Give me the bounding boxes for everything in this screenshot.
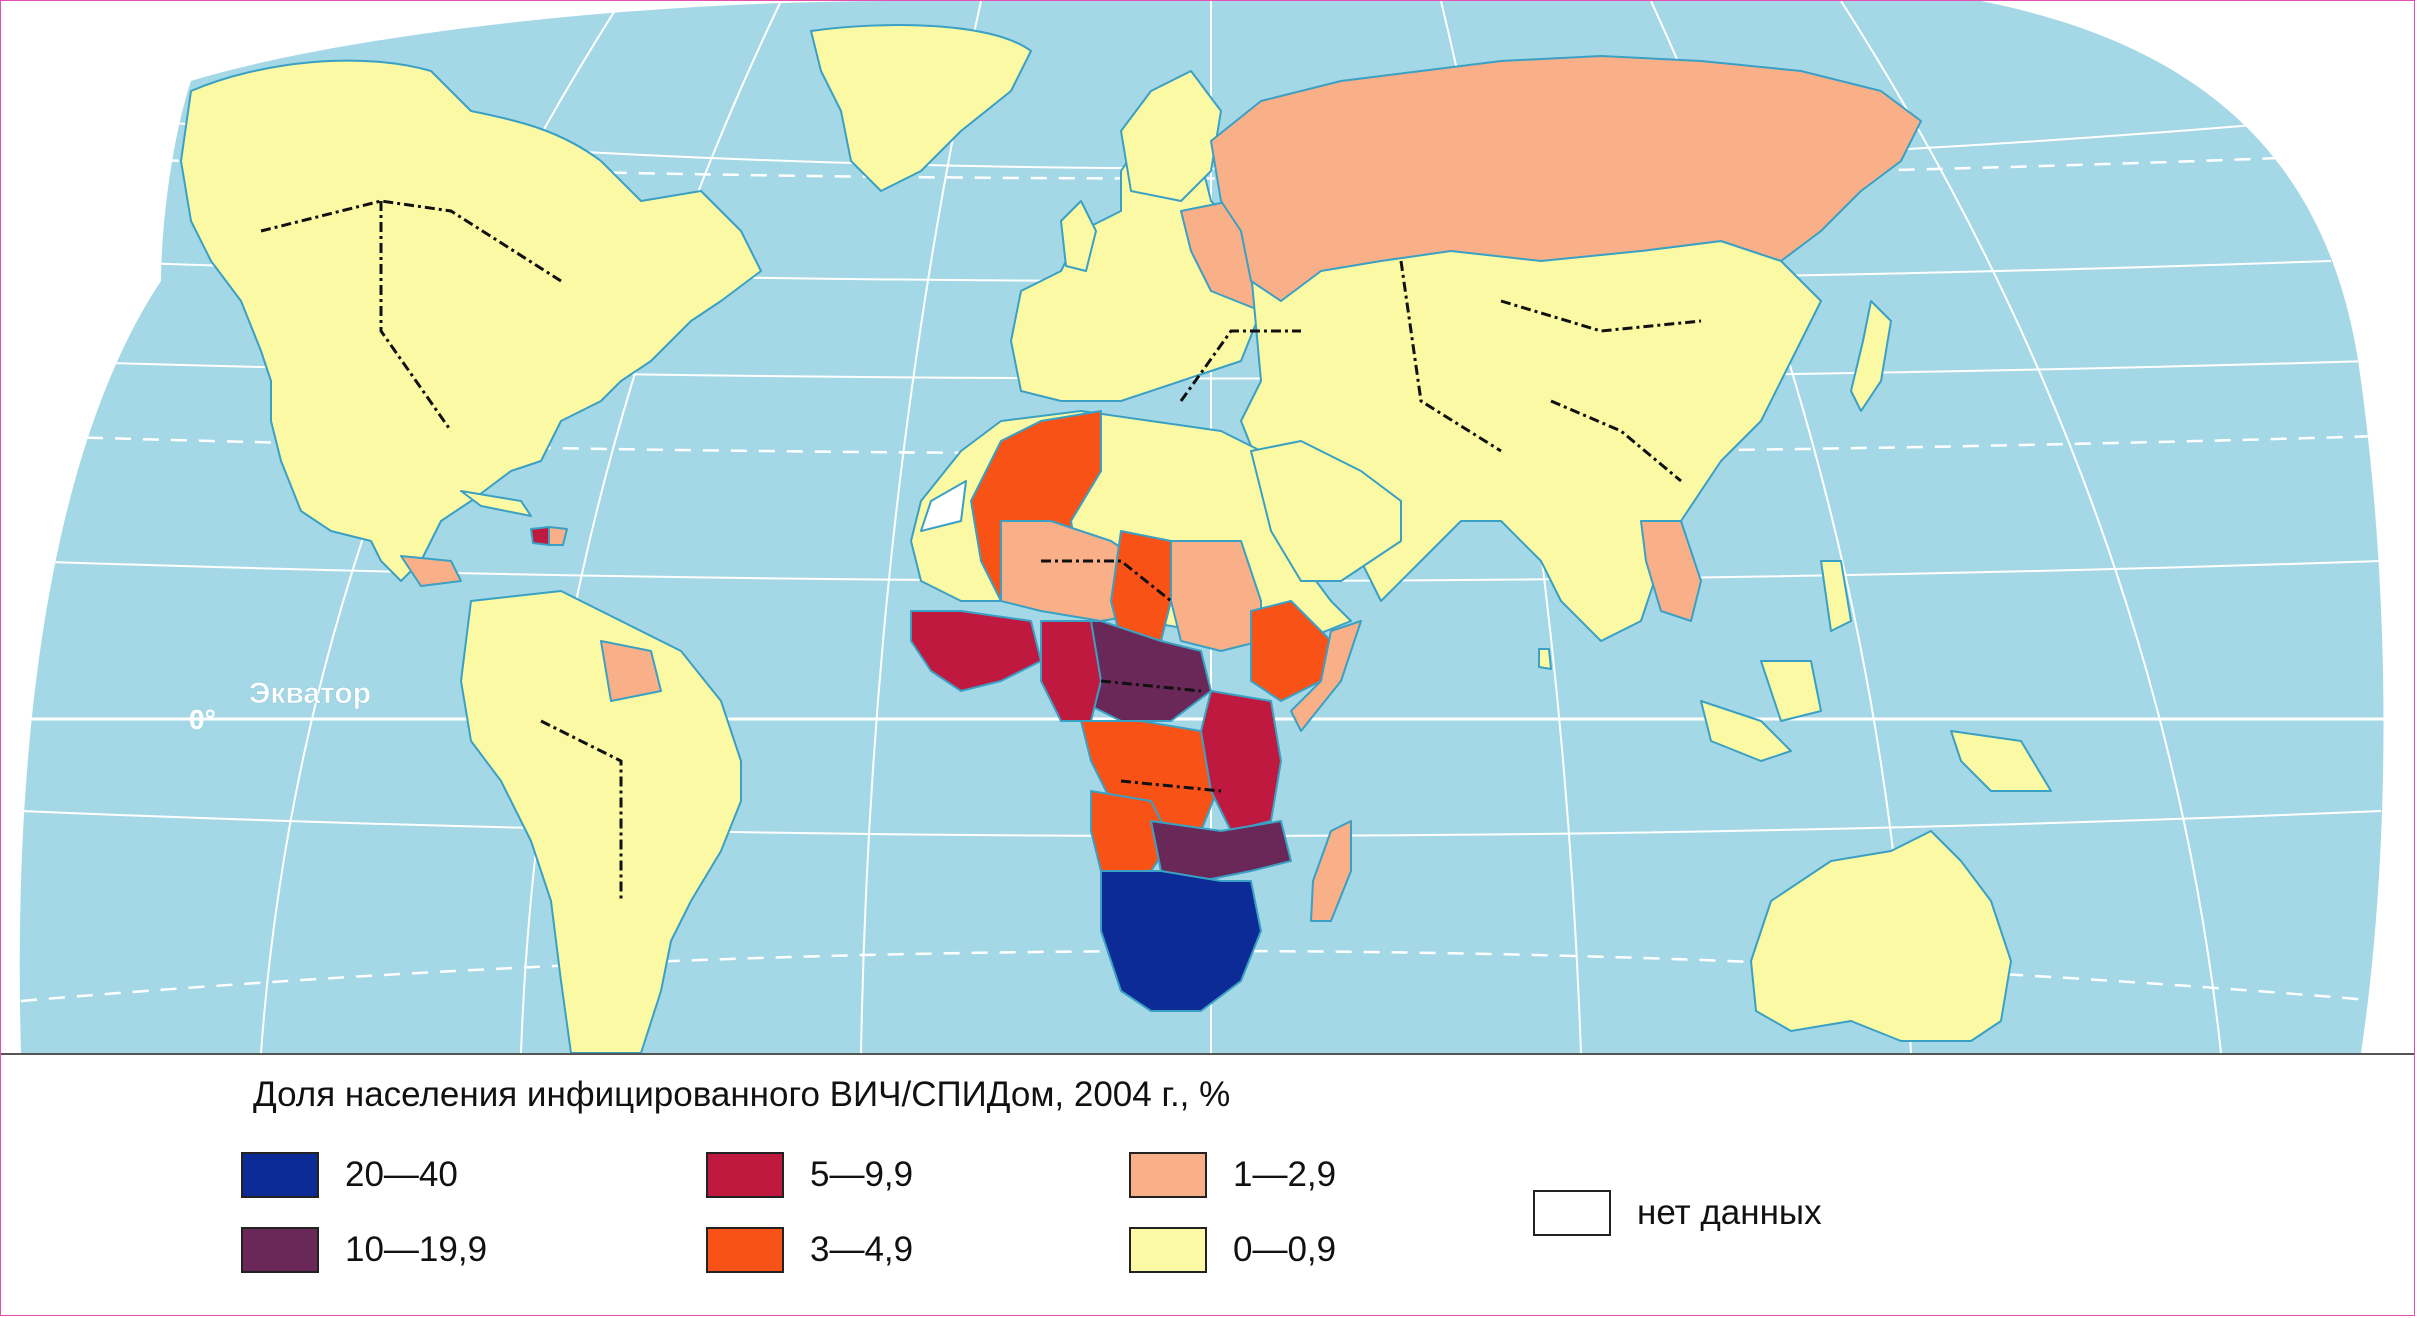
land-australia: [1750, 830, 2012, 1042]
land-philippines: [1820, 560, 1852, 632]
land-arabia: [1250, 440, 1402, 582]
legend-label: нет данных: [1637, 1193, 1822, 1232]
land-cuba: [460, 490, 532, 517]
legend-swatch: [1129, 1227, 1207, 1273]
legend-title: Доля населения инфицированного ВИЧ/СПИДо…: [253, 1075, 1231, 1114]
legend-label: 3—4,9: [810, 1230, 914, 1269]
legend-swatch: [241, 1152, 319, 1198]
legend-swatch: [1533, 1190, 1611, 1236]
land-sudan: [1170, 540, 1262, 652]
land-scandinavia: [1120, 70, 1222, 202]
land-guiana: [600, 640, 662, 702]
land-central-america: [400, 555, 462, 587]
equator-label: Экватор: [249, 677, 371, 710]
world-map: 0° Экватор: [19, 1, 2384, 1053]
meridian-label: 0°: [189, 704, 216, 735]
legend-item-1-2-9: 1—2,9: [1129, 1150, 1336, 1200]
country-boundaries: [260, 199, 1702, 901]
land-greenland: [810, 24, 1032, 192]
land-west-africa: [910, 610, 1042, 692]
legend-swatch: [1129, 1152, 1207, 1198]
land-dominican-republic: [548, 526, 568, 546]
legend-swatch: [241, 1227, 319, 1273]
legend: Доля населения инфицированного ВИЧ/СПИДо…: [1, 1053, 2414, 1315]
legend-label: 20—40: [345, 1155, 458, 1194]
land-south-africa-20-40: [1100, 870, 1262, 1012]
land-new-guinea: [1950, 730, 2052, 792]
land-southeast-asia-highlight: [1640, 520, 1702, 622]
land-chad: [1110, 530, 1172, 642]
land-indonesia: [1700, 700, 1792, 762]
land-somalia: [1290, 620, 1362, 732]
legend-item-20-40: 20—40: [241, 1150, 458, 1200]
legend-label: 0—0,9: [1233, 1230, 1337, 1269]
legend-item-no-data: нет данных: [1533, 1188, 1822, 1238]
legend-item-10-19-9: 10—19,9: [241, 1225, 487, 1275]
land-madagascar: [1310, 820, 1352, 922]
legend-swatch: [706, 1152, 784, 1198]
legend-label: 1—2,9: [1233, 1155, 1337, 1194]
legend-item-0-0-9: 0—0,9: [1129, 1225, 1336, 1275]
land-russia: [1210, 55, 1922, 302]
land-britain: [1060, 200, 1097, 272]
legend-item-3-4-9: 3—4,9: [706, 1225, 913, 1275]
land-south-america: [460, 590, 742, 1053]
legend-label: 10—19,9: [345, 1230, 488, 1269]
land-sri-lanka: [1538, 648, 1552, 670]
legend-swatch: [706, 1227, 784, 1273]
land-haiti: [530, 526, 550, 546]
land-western-sahara: [920, 480, 967, 532]
legend-item-5-9-9: 5—9,9: [706, 1150, 913, 1200]
land-japan: [1850, 300, 1892, 412]
legend-label: 5—9,9: [810, 1155, 914, 1194]
land-borneo: [1760, 660, 1822, 722]
land-north-america: [180, 59, 762, 582]
